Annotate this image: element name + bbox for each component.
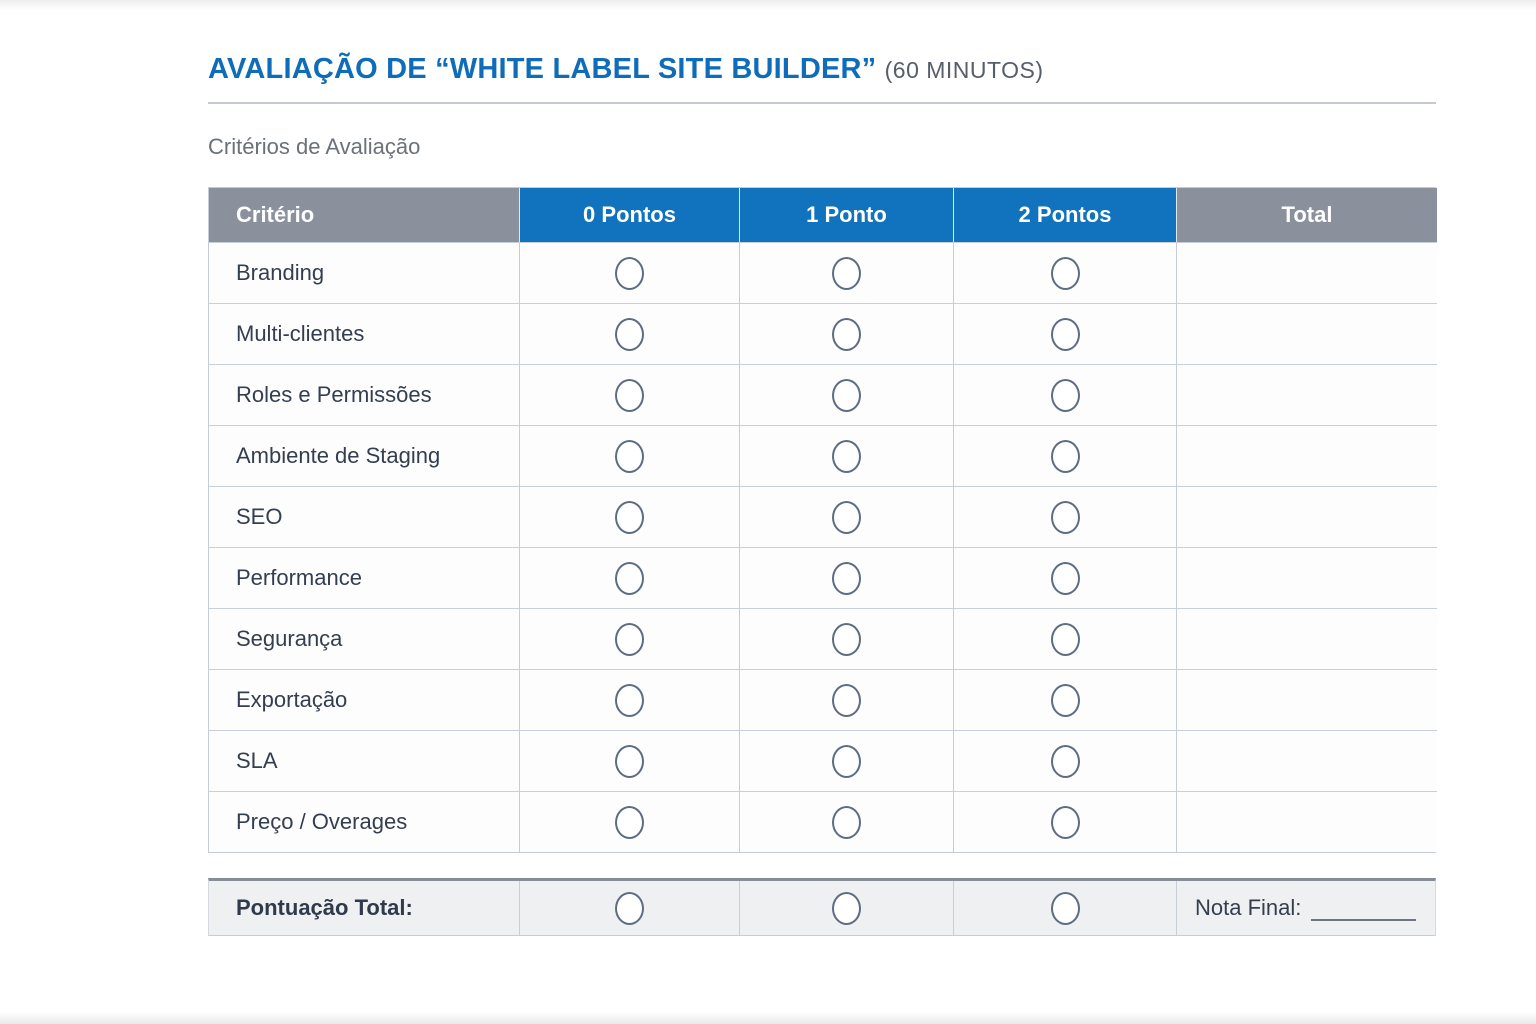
- radio-button[interactable]: [832, 256, 861, 290]
- table-row-multi-clientes: Multi-clientes: [209, 303, 1437, 364]
- row-label: Multi-clientes: [209, 303, 520, 364]
- page-bottom-edge: [0, 1012, 1536, 1024]
- worksheet: AVALIAÇÃO DE “WHITE LABEL SITE BUILDER” …: [208, 50, 1437, 936]
- summary-row: Pontuação Total: Nota Final:: [208, 878, 1436, 936]
- final-grade-cell: Nota Final:: [1177, 881, 1437, 935]
- radio-button[interactable]: [615, 317, 644, 351]
- page-title: AVALIAÇÃO DE “WHITE LABEL SITE BUILDER” …: [208, 50, 1436, 89]
- radio-button[interactable]: [1050, 317, 1080, 351]
- table-row-ambiente-staging: Ambiente de Staging: [209, 425, 1437, 486]
- row-label: Ambiente de Staging: [209, 425, 520, 486]
- total-cell: [1177, 730, 1437, 791]
- radio-button[interactable]: [615, 256, 644, 290]
- total-cell: [1177, 303, 1437, 364]
- radio-button[interactable]: [832, 805, 861, 839]
- criteria-table: Critério 0 Pontos 1 Ponto 2 Pontos Total…: [208, 187, 1437, 853]
- radio-button[interactable]: [615, 561, 644, 595]
- column-header-1-ponto: 1 Ponto: [740, 188, 954, 242]
- radio-button[interactable]: [1050, 891, 1080, 925]
- table-row-seo: SEO: [209, 486, 1437, 547]
- total-cell: [1177, 669, 1437, 730]
- table-row-roles-permissoes: Roles e Permissões: [209, 364, 1437, 425]
- radio-button[interactable]: [832, 439, 861, 473]
- radio-button[interactable]: [615, 622, 644, 656]
- row-label: SEO: [209, 486, 520, 547]
- page-top-edge: [0, 0, 1536, 10]
- radio-button[interactable]: [1050, 378, 1080, 412]
- row-label: Branding: [209, 242, 520, 303]
- radio-button[interactable]: [832, 317, 861, 351]
- table-row-exportacao: Exportação: [209, 669, 1437, 730]
- title-divider: [208, 102, 1436, 104]
- radio-button[interactable]: [615, 500, 644, 534]
- column-header-0-pontos: 0 Pontos: [520, 188, 740, 242]
- radio-button[interactable]: [1050, 805, 1080, 839]
- duration-label: (60 MINUTOS): [884, 57, 1044, 83]
- table-row-preco-overages: Preço / Overages: [209, 791, 1437, 852]
- radio-button[interactable]: [832, 891, 861, 925]
- table-row-sla: SLA: [209, 730, 1437, 791]
- radio-button[interactable]: [1050, 622, 1080, 656]
- radio-button[interactable]: [615, 378, 644, 412]
- row-label: Segurança: [209, 608, 520, 669]
- total-cell: [1177, 364, 1437, 425]
- column-header-total: Total: [1177, 188, 1437, 242]
- row-label: Performance: [209, 547, 520, 608]
- radio-button[interactable]: [832, 561, 861, 595]
- total-cell: [1177, 608, 1437, 669]
- section-subtitle: Critérios de Avaliação: [208, 134, 421, 159]
- radio-button[interactable]: [832, 378, 861, 412]
- radio-button[interactable]: [1050, 744, 1080, 778]
- radio-button[interactable]: [832, 622, 861, 656]
- row-label: Roles e Permissões: [209, 364, 520, 425]
- total-cell: [1177, 486, 1437, 547]
- radio-button[interactable]: [1050, 256, 1080, 290]
- radio-button[interactable]: [615, 805, 644, 839]
- total-cell: [1177, 242, 1437, 303]
- table-row-seguranca: Segurança: [209, 608, 1437, 669]
- radio-button[interactable]: [1050, 439, 1080, 473]
- final-grade-blank[interactable]: [1311, 895, 1417, 921]
- radio-button[interactable]: [615, 439, 644, 473]
- row-label: SLA: [209, 730, 520, 791]
- column-header-criterio: Critério: [209, 188, 520, 242]
- radio-button[interactable]: [1050, 561, 1080, 595]
- table-row-performance: Performance: [209, 547, 1437, 608]
- total-cell: [1177, 791, 1437, 852]
- table-row-branding: Branding: [209, 242, 1437, 303]
- final-grade-label: Nota Final:: [1195, 895, 1302, 920]
- radio-button[interactable]: [615, 891, 644, 925]
- total-cell: [1177, 425, 1437, 486]
- column-header-2-pontos: 2 Pontos: [954, 188, 1177, 242]
- radio-button[interactable]: [832, 744, 861, 778]
- radio-button[interactable]: [615, 744, 644, 778]
- radio-button[interactable]: [615, 683, 644, 717]
- total-cell: [1177, 547, 1437, 608]
- row-label: Preço / Overages: [209, 791, 520, 852]
- radio-button[interactable]: [832, 500, 861, 534]
- row-label: Exportação: [209, 669, 520, 730]
- total-score-label: Pontuação Total:: [209, 881, 520, 935]
- page-title-text: AVALIAÇÃO DE “WHITE LABEL SITE BUILDER”: [208, 53, 877, 85]
- radio-button[interactable]: [1050, 500, 1080, 534]
- radio-button[interactable]: [1050, 683, 1080, 717]
- header-row: Critério 0 Pontos 1 Ponto 2 Pontos Total: [209, 188, 1437, 242]
- radio-button[interactable]: [832, 683, 861, 717]
